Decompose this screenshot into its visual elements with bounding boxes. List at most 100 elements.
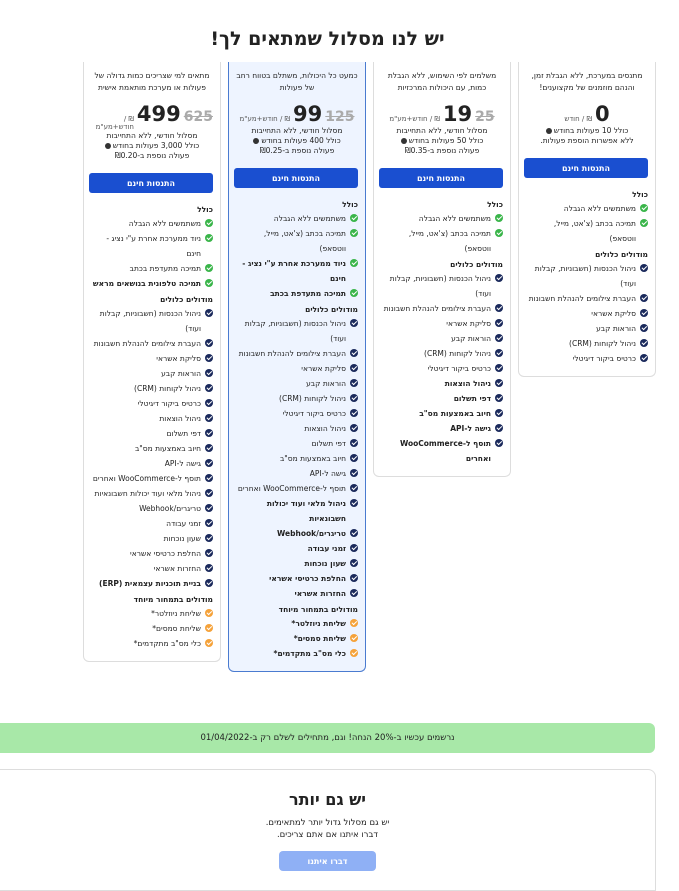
feature: ניהול הכנסות (חשבוניות, קבלות ועוד) — [236, 316, 358, 346]
feature: הוראות קבע — [91, 366, 213, 381]
feature: משתמשים ללא הגבלה — [91, 216, 213, 231]
check-icon — [495, 394, 503, 402]
group-title: מודולים כלולים — [160, 295, 213, 304]
quota: כולל 10 פעולות בחודש — [553, 126, 629, 135]
price: 99 — [293, 102, 323, 126]
feature: ניהול הכנסות (חשבוניות, קבלות ועוד) — [526, 261, 648, 291]
check-icon — [205, 414, 213, 422]
check-icon — [350, 589, 358, 597]
trial-button[interactable]: התנסות חינם — [524, 158, 648, 178]
check-icon — [205, 219, 213, 227]
feature-text: הוראות קבע — [451, 334, 491, 343]
feature: תמיכה בכתב (צ'אט, מייל, ווטסאפ) — [236, 226, 358, 256]
feature-text: ניהול הכנסות (חשבוניות, קבלות ועוד) — [389, 274, 491, 298]
feature-text: החזרות אשראי — [153, 564, 201, 573]
feature: שליחת סמסים* — [91, 621, 213, 636]
info-icon — [400, 138, 407, 144]
quota-row: כולל 400 פעולות בחודש — [236, 136, 358, 146]
feature: הוראות קבע — [236, 376, 358, 391]
group-title: מודולים בתמחור מיוחד — [278, 605, 358, 614]
pricing-card: משלמים לפי השימוש, ללא הגבלת כמות, עם הי… — [373, 62, 511, 477]
check-icon — [350, 259, 358, 267]
plan-description: מתנסים במערכת, ללא הגבלת זמן, והנהם מוזמ… — [531, 71, 643, 92]
trial-button[interactable]: התנסות חינם — [379, 168, 503, 188]
check-icon — [205, 234, 213, 242]
feature: שעון נוכחות — [236, 556, 358, 571]
feature-text: דפי תשלום — [311, 439, 346, 448]
feature: החזרות אשראי — [91, 561, 213, 576]
feature: ניהול מלאי ועוד יכולות חשבונאיות — [91, 486, 213, 501]
feature: החלפת כרטיסי אשראי — [91, 546, 213, 561]
feature-text: שליחת סמסים* — [293, 634, 346, 643]
price-row: 0 ₪ / חודש — [526, 102, 648, 126]
feature: החלפת כרטיסי אשראי — [236, 571, 358, 586]
trial-button[interactable]: התנסות חינם — [234, 168, 358, 188]
check-icon — [205, 354, 213, 362]
check-icon — [640, 324, 648, 332]
feature: העברת צילומים להנהלת חשבונות — [236, 346, 358, 361]
check-icon — [205, 429, 213, 437]
feature-text: משתמשים ללא הגבלה — [273, 214, 346, 223]
check-icon — [640, 204, 648, 212]
check-icon — [350, 424, 358, 432]
check-icon — [205, 534, 213, 542]
feature: כלי מס"ב מתקדמים* — [91, 636, 213, 651]
check-icon — [350, 559, 358, 567]
feature: תוסף ל-WooCommerce ואחרים — [236, 481, 358, 496]
feature-text: שעון נוכחות — [304, 559, 346, 568]
check-icon — [495, 214, 503, 222]
price-unit: ₪ / חודש — [564, 115, 592, 123]
feature: זמני עבודה — [236, 541, 358, 556]
price: 0 — [594, 102, 610, 126]
feature: כרטיס ביקור דיגיטלי — [381, 361, 503, 376]
check-icon — [205, 579, 213, 587]
quota: כולל 3,000 פעולות בחודש — [112, 141, 200, 150]
plan-description: משלמים לפי השימוש, ללא הגבלת כמות, עם הי… — [387, 71, 497, 92]
feature-text: שליחת סמסים* — [152, 624, 201, 633]
price-row: 625 499 ₪ / חודש+מע"מ — [91, 102, 213, 131]
feature: ניוד ממערכת אחרת ע"י נציג - חינם — [91, 231, 213, 261]
price-row: 25 19 ₪ / חודש+מע"מ — [381, 102, 503, 126]
check-icon — [495, 364, 503, 372]
billing-note: מסלול חודשי, ללא התחייבות — [251, 126, 343, 135]
group-title: מודולים כלולים — [305, 305, 358, 314]
check-icon — [350, 214, 358, 222]
feature: ניהול הוצאות — [91, 411, 213, 426]
feature: תמיכה מתעדפת בכתב — [236, 286, 358, 301]
check-icon — [205, 369, 213, 377]
feature-text: ניהול הכנסות (חשבוניות, קבלות ועוד) — [99, 309, 201, 333]
check-icon — [350, 289, 358, 297]
check-icon — [350, 499, 358, 507]
feature-text: החלפת כרטיסי אשראי — [269, 574, 346, 583]
feature-text: תוסף ל-WooCommerce ואחרים — [399, 439, 491, 463]
check-icon — [205, 339, 213, 347]
feature-text: כרטיס ביקור דיגיטלי — [572, 354, 636, 363]
feature: דפי תשלום — [236, 436, 358, 451]
feature-text: כרטיס ביקור דיגיטלי — [427, 364, 491, 373]
quota-row: כולל 3,000 פעולות בחודש — [91, 141, 213, 151]
feature-text: דפי תשלום — [166, 429, 201, 438]
trial-button[interactable]: התנסות חינם — [89, 173, 213, 193]
check-icon — [350, 364, 358, 372]
check-icon — [205, 564, 213, 572]
feature-text: הוראות קבע — [596, 324, 636, 333]
pricing-card: מתאים למי שצריכים כמות גדולה של פעולות א… — [83, 62, 221, 662]
check-icon — [205, 609, 213, 617]
feature-text: משתמשים ללא הגבלה — [563, 204, 636, 213]
feature-text: תמיכה בכתב (צ'אט, מייל, ווטסאפ) — [408, 229, 491, 253]
feature-text: ניהול הכנסות (חשבוניות, קבלות ועוד) — [534, 264, 636, 288]
check-icon — [205, 639, 213, 647]
feature-text: חיוב באמצעות מס"ב — [279, 454, 346, 463]
feature-text: ניהול מלאי ועוד יכולות חשבונאיות — [94, 489, 201, 498]
feature-text: שעון נוכחות — [163, 534, 201, 543]
feature-text: זמני עבודה — [166, 519, 201, 528]
page-title: יש לנו מסלול שמתאים לך! — [210, 28, 445, 50]
feature-text: ניהול מלאי ועוד יכולות חשבונאיות — [266, 499, 346, 523]
feature: טריגרים/Webhook — [236, 526, 358, 541]
feature: הוראות קבע — [381, 331, 503, 346]
billing-note: מסלול חודשי, ללא התחייבות — [396, 126, 488, 135]
feature-text: כלי מס"ב מתקדמים* — [133, 639, 201, 648]
contact-button[interactable]: דברו איתנו — [279, 851, 376, 871]
check-icon — [350, 529, 358, 537]
price-unit: ₪ / חודש+מע"מ — [239, 115, 291, 123]
